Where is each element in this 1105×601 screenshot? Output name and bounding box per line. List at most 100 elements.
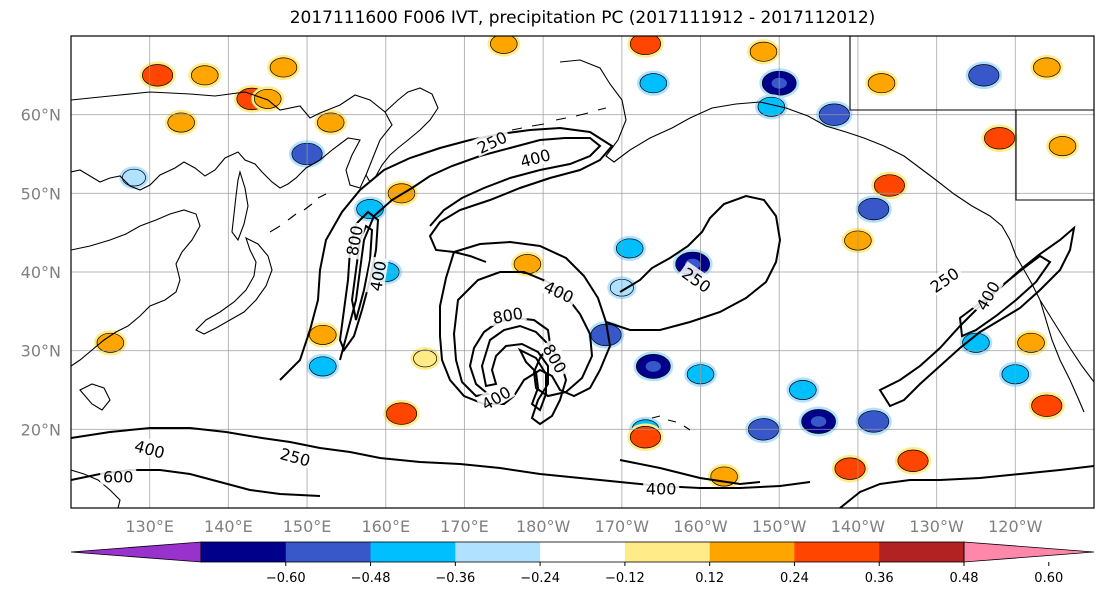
precip-pc-blob xyxy=(757,96,786,117)
longitude-label: 140°E xyxy=(204,517,253,536)
contour-label-bg xyxy=(364,256,389,296)
colorbar-tick-label: 0.24 xyxy=(780,571,809,586)
longitude-label: 160°W xyxy=(673,517,728,536)
colorbar-tick-label: 0.48 xyxy=(950,571,979,586)
contour-label-bg xyxy=(677,261,718,297)
colorbar-segment xyxy=(540,542,626,562)
longitude-label: 160°E xyxy=(361,517,410,536)
precip-pc-core xyxy=(810,416,827,427)
colorbar-segment xyxy=(879,542,965,562)
map-frame xyxy=(70,35,1095,509)
precip-pc-core xyxy=(976,70,991,81)
longitude-labels: 130°E 140°E 150°E 160°E 170°E 180°W 170°W 160°W… xyxy=(125,517,1042,536)
contour-label-bg xyxy=(924,261,964,297)
precip-pc-blob xyxy=(962,332,990,353)
precip-pc-core xyxy=(866,204,881,214)
colorbar-segment xyxy=(709,542,795,562)
gridlines xyxy=(71,36,1094,508)
contour-label-bg xyxy=(275,442,316,470)
precip-pc-blob xyxy=(867,73,896,94)
latitude-label: 60°N xyxy=(21,106,61,125)
contour-label-bg xyxy=(539,337,573,379)
colorbar-max-extend xyxy=(963,541,1095,563)
precip-pc-core xyxy=(866,416,881,427)
ivt-contour-label: 600 xyxy=(103,468,134,487)
coastlines xyxy=(71,36,1094,508)
colorbar-tick-label: −0.36 xyxy=(435,571,475,586)
precip-pc-blob xyxy=(513,254,542,275)
precip-pc-blob xyxy=(789,380,817,400)
colorbar-tick-label: 0.12 xyxy=(695,571,724,586)
contour-label-bg xyxy=(539,274,580,307)
precip-pc-core xyxy=(599,330,613,340)
contour-label-bg xyxy=(475,380,516,414)
longitude-label: 130°W xyxy=(909,517,964,536)
colorbar-segment xyxy=(370,542,456,562)
latitude-labels: 60°N 50°N 40°N 30°N 20°N xyxy=(21,106,61,440)
precip-pc-blob xyxy=(96,332,125,353)
colorbar-segment xyxy=(624,542,711,562)
precip-pc-blob xyxy=(639,73,668,94)
latitude-label: 50°N xyxy=(21,184,61,203)
contour-label-bg xyxy=(130,434,170,462)
precip-pc-blob xyxy=(490,36,518,54)
colorbar-segment xyxy=(285,542,372,562)
longitude-label: 150°W xyxy=(752,517,807,536)
contour-label-bg xyxy=(341,221,366,260)
precip-pc-blob xyxy=(356,199,384,220)
colorbar-tick-label: −0.12 xyxy=(605,571,645,586)
colorbar: −0.60 −0.48 −0.36 −0.24 −0.12 0.12 0.24 0.36 0.4… xyxy=(70,541,1095,586)
colorbar-min-extend xyxy=(70,541,202,563)
contour-label-bg xyxy=(100,466,137,485)
precip-pc-blob xyxy=(413,349,438,368)
longitude-label: 140°W xyxy=(831,517,886,536)
precip-pc-blob xyxy=(269,57,298,78)
colorbar-tick-label: 0.60 xyxy=(1034,571,1063,586)
precip-pc-blob xyxy=(1048,136,1077,157)
precip-pc-core xyxy=(150,70,165,81)
precip-pc-core xyxy=(882,180,897,191)
longitude-label: 180°W xyxy=(516,517,571,536)
precip-pc-blob xyxy=(1033,57,1061,78)
precip-pc-blob xyxy=(749,41,778,62)
longitude-label: 150°E xyxy=(283,517,332,536)
ivt-contour-label: 400 xyxy=(646,479,677,498)
contour-label-bg xyxy=(471,125,512,158)
precip-pc-core xyxy=(1039,400,1054,411)
colorbar-segment xyxy=(455,542,541,562)
page-title: 2017111600 F006 IVT, precipitation PC (2… xyxy=(289,8,876,28)
colorbar-tick-label: 0.36 xyxy=(865,571,894,586)
precip-pc-core xyxy=(843,463,857,474)
colorbar-tick-label: −0.60 xyxy=(266,571,306,586)
colorbar-frame xyxy=(200,541,965,563)
longitude-label: 120°W xyxy=(988,517,1043,536)
precip-pc-core xyxy=(394,408,409,419)
longitude-label: 170°W xyxy=(595,517,650,536)
latitude-label: 20°N xyxy=(21,420,61,439)
precip-pc-blob xyxy=(316,112,345,133)
precip-pc-blob xyxy=(191,65,219,86)
latitude-label: 30°N xyxy=(21,342,61,361)
precip-pc-core xyxy=(645,361,661,372)
precip-pc-blob xyxy=(253,88,282,109)
longitude-label: 170°E xyxy=(440,517,489,536)
precip-pc-blob xyxy=(309,356,337,377)
contour-label-bg xyxy=(515,143,555,171)
precip-pc-blob xyxy=(122,168,146,187)
colorbar-tick-label: −0.48 xyxy=(351,571,391,586)
contour-label-bg xyxy=(488,302,527,327)
contour-label-bg xyxy=(970,275,1004,316)
precip-pc-blob xyxy=(1017,332,1045,353)
precip-pc-core xyxy=(638,39,653,49)
longitude-label: 130°E xyxy=(125,517,174,536)
precip-pc-core xyxy=(906,455,920,466)
colorbar-segment xyxy=(201,542,287,562)
precip-pc-core xyxy=(992,133,1007,144)
precip-pc-core xyxy=(638,432,653,443)
colorbar-tick-label: −0.24 xyxy=(520,571,560,586)
contour-label-bg xyxy=(643,478,680,497)
colorbar-segment xyxy=(794,542,880,562)
precip-pc-blob xyxy=(615,238,644,259)
